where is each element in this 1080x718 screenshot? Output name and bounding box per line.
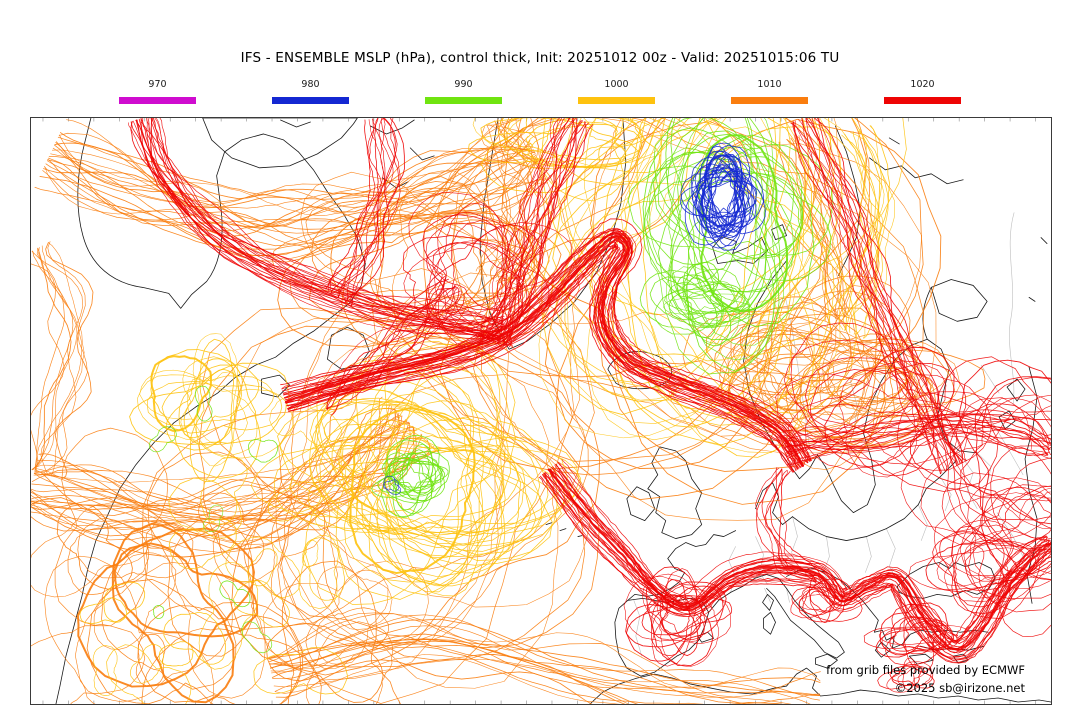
attribution-copyright: ©2025 sb@irizone.net — [894, 681, 1025, 696]
legend-item-1020: 1020 — [884, 79, 961, 104]
legend-label: 1010 — [757, 79, 782, 90]
legend-label: 980 — [301, 79, 320, 90]
legend-label: 1000 — [604, 79, 629, 90]
legend-swatch-1020 — [884, 97, 961, 104]
legend-item-1010: 1010 — [731, 79, 808, 104]
legend-swatch-1000 — [578, 97, 655, 104]
legend-swatch-1010 — [731, 97, 808, 104]
legend-swatch-990 — [425, 97, 502, 104]
attribution: from grib files provided by ECMWF ©2025 … — [826, 662, 1025, 698]
legend-label: 1020 — [910, 79, 935, 90]
chart-title: IFS - ENSEMBLE MSLP (hPa), control thick… — [240, 50, 840, 66]
attribution-source: from grib files provided by ECMWF — [826, 663, 1025, 678]
map-panel: from grib files provided by ECMWF ©2025 … — [30, 117, 1052, 705]
legend-label: 970 — [148, 79, 167, 90]
pressure-legend: 970 980 990 1000 1010 1020 — [119, 79, 961, 104]
spaghetti-map — [31, 118, 1051, 704]
legend-item-990: 990 — [425, 79, 502, 104]
legend-swatch-970 — [119, 97, 196, 104]
legend-item-970: 970 — [119, 79, 196, 104]
legend-swatch-980 — [272, 97, 349, 104]
legend-item-980: 980 — [272, 79, 349, 104]
legend-label: 990 — [454, 79, 473, 90]
legend-item-1000: 1000 — [578, 79, 655, 104]
